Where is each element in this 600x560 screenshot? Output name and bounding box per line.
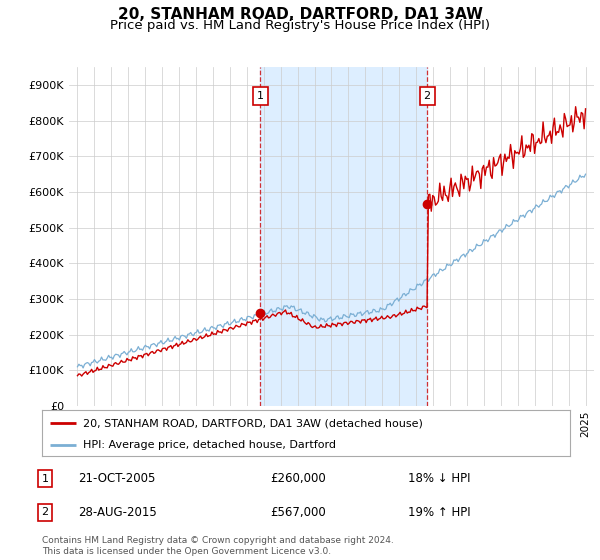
Text: 1: 1 — [257, 91, 264, 101]
Text: HPI: Average price, detached house, Dartford: HPI: Average price, detached house, Dart… — [83, 440, 336, 450]
Text: 19% ↑ HPI: 19% ↑ HPI — [408, 506, 470, 519]
Text: 2: 2 — [41, 507, 49, 517]
Text: £567,000: £567,000 — [270, 506, 326, 519]
Text: 20, STANHAM ROAD, DARTFORD, DA1 3AW (detached house): 20, STANHAM ROAD, DARTFORD, DA1 3AW (det… — [83, 418, 423, 428]
Text: 20, STANHAM ROAD, DARTFORD, DA1 3AW: 20, STANHAM ROAD, DARTFORD, DA1 3AW — [118, 7, 482, 22]
Text: 28-AUG-2015: 28-AUG-2015 — [78, 506, 157, 519]
Text: £260,000: £260,000 — [270, 472, 326, 486]
Text: Contains HM Land Registry data © Crown copyright and database right 2024.
This d: Contains HM Land Registry data © Crown c… — [42, 536, 394, 556]
Text: 21-OCT-2005: 21-OCT-2005 — [78, 472, 155, 486]
Text: 2: 2 — [424, 91, 431, 101]
Text: Price paid vs. HM Land Registry's House Price Index (HPI): Price paid vs. HM Land Registry's House … — [110, 19, 490, 32]
Text: 18% ↓ HPI: 18% ↓ HPI — [408, 472, 470, 486]
Text: 1: 1 — [41, 474, 49, 484]
Bar — [260, 67, 427, 406]
